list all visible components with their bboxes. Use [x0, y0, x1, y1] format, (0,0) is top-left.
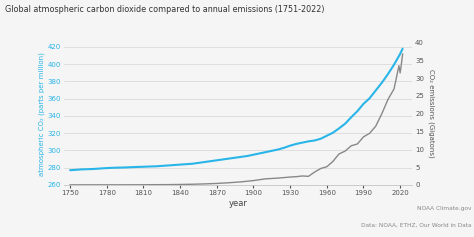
Text: NOAA Climate.gov: NOAA Climate.gov	[417, 206, 472, 211]
Text: Global atmospheric carbon dioxide compared to annual emissions (1751-2022): Global atmospheric carbon dioxide compar…	[5, 5, 324, 14]
Text: Data: NOAA, ETHZ, Our World in Data: Data: NOAA, ETHZ, Our World in Data	[361, 223, 472, 228]
X-axis label: year: year	[229, 199, 247, 208]
Y-axis label: CO₂ emissions (Gigatons): CO₂ emissions (Gigatons)	[428, 69, 435, 158]
Y-axis label: atmospheric CO₂ (parts per million): atmospheric CO₂ (parts per million)	[38, 52, 45, 176]
